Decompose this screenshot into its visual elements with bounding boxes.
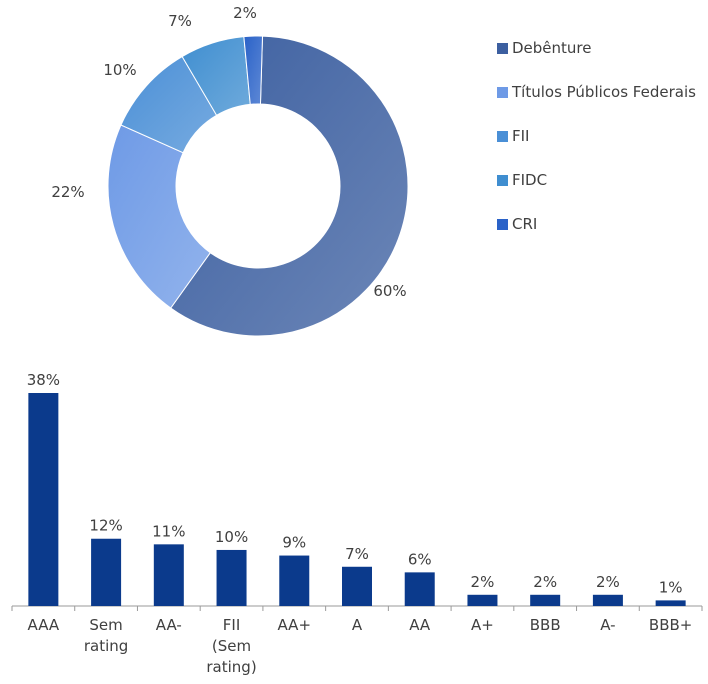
donut-label-5: 2%	[233, 4, 257, 22]
x-tick-label-4: FII (Sem rating)	[206, 616, 256, 676]
legend-item-5: CRI	[497, 212, 702, 236]
x-tick-label-10: A-	[600, 616, 615, 634]
legend-label-5: CRI	[512, 215, 538, 233]
legend-item-1: Debênture	[497, 36, 702, 60]
bar-7	[404, 572, 435, 606]
bar-value-label-3: 11%	[152, 522, 185, 540]
x-tick-label-3: AA-	[156, 616, 182, 634]
donut-legend: Debênture Títulos Públicos Federais FII FID…	[497, 36, 702, 256]
x-tick-label-6: A	[352, 616, 363, 634]
bar-value-label-1: 38%	[27, 371, 60, 389]
donut-chart: 60% 22% 10% 7% 2%	[51, 4, 409, 337]
bar-10	[592, 594, 623, 606]
bar-value-label-6: 7%	[345, 545, 369, 563]
legend-swatch-5	[497, 218, 508, 230]
x-tick-label-9: BBB	[530, 616, 561, 634]
donut-label-1: 60%	[373, 282, 406, 300]
legend-item-3: FII	[497, 124, 702, 148]
legend-item-2: Títulos Públicos Federais	[497, 80, 702, 104]
x-tick-label-2: Sem rating	[84, 616, 128, 655]
bar-11	[655, 600, 686, 606]
bar-4	[216, 549, 247, 606]
legend-swatch-3	[497, 130, 508, 142]
x-tick-label-11: BBB+	[649, 616, 692, 634]
legend-item-4: FIDC	[497, 168, 702, 192]
x-tick-label-1: AAA	[28, 616, 60, 634]
donut-label-3: 10%	[103, 61, 136, 79]
bar-1	[28, 393, 59, 606]
bar-value-label-10: 2%	[596, 573, 620, 591]
x-tick-label-8: A+	[471, 616, 494, 634]
legend-label-2: Títulos Públicos Federais	[512, 83, 696, 101]
legend-swatch-4	[497, 174, 508, 186]
legend-label-3: FII	[512, 127, 530, 145]
bar-6	[342, 566, 372, 606]
bar-value-label-8: 2%	[471, 573, 495, 591]
x-tick-label-5: AA+	[278, 616, 312, 634]
x-tick-label-7: AA	[409, 616, 431, 634]
bar-8	[467, 594, 498, 606]
bar-value-label-4: 10%	[215, 528, 248, 546]
donut-slice-1	[170, 35, 409, 337]
bar-value-label-7: 6%	[408, 550, 432, 568]
bar-3	[153, 544, 184, 606]
donut-label-4: 7%	[168, 12, 192, 30]
donut-label-2: 22%	[51, 183, 84, 201]
bar-value-label-5: 9%	[282, 534, 306, 552]
bar-value-label-11: 1%	[659, 578, 683, 596]
donut-slice-5	[243, 35, 264, 105]
bar-9	[530, 594, 561, 606]
legend-swatch-1	[497, 42, 508, 54]
bar-5	[279, 555, 310, 606]
bar-value-label-9: 2%	[533, 573, 557, 591]
legend-label-1: Debênture	[512, 39, 592, 57]
legend-label-4: FIDC	[512, 171, 548, 189]
bar-value-label-2: 12%	[89, 517, 122, 535]
legend-swatch-2	[497, 86, 508, 98]
donut-slice-2	[107, 124, 211, 309]
bar-2	[91, 538, 122, 606]
